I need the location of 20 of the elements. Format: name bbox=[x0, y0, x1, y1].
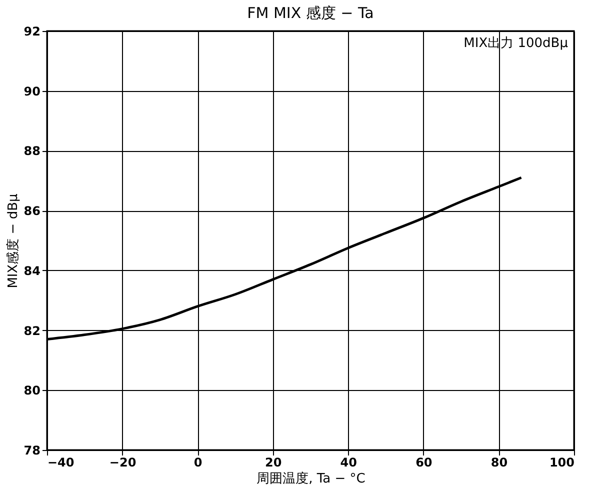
x-tick-label: 20 bbox=[265, 456, 282, 470]
y-tick-label: 84 bbox=[24, 264, 40, 278]
y-tick-label: 88 bbox=[24, 144, 40, 158]
chart-title: FM MIX 感度 − Ta bbox=[247, 4, 374, 22]
y-tick-label: 82 bbox=[24, 324, 40, 338]
x-tick-label: 100 bbox=[549, 456, 574, 470]
y-tick-label: 92 bbox=[24, 24, 40, 38]
x-tick-label: −40 bbox=[48, 456, 74, 470]
x-tick-label: 40 bbox=[340, 456, 357, 470]
y-tick-label: 78 bbox=[24, 444, 40, 458]
x-tick-label: 0 bbox=[194, 456, 202, 470]
annotation: MIX出力 100dBμ bbox=[464, 36, 568, 51]
y-tick-label: 80 bbox=[24, 384, 40, 398]
x-axis-title: 周囲温度, Ta − °C bbox=[256, 470, 366, 486]
y-tick-label: 86 bbox=[24, 204, 40, 218]
y-axis-title: MIX感度 − dBμ bbox=[4, 194, 21, 288]
x-tick-label: 60 bbox=[416, 456, 432, 470]
x-tick-label: 80 bbox=[490, 456, 508, 470]
y-tick-label: 90 bbox=[24, 84, 40, 98]
x-tick-label: −20 bbox=[109, 456, 136, 470]
